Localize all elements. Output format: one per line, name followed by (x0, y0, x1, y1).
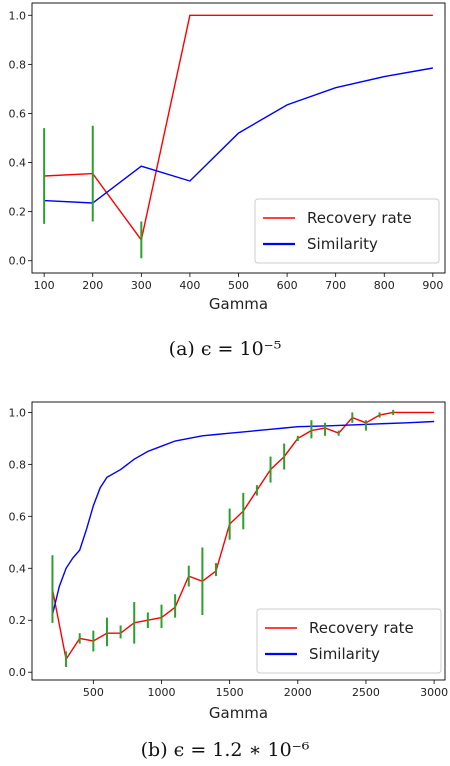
x-tick-label: 900 (422, 279, 443, 292)
x-tick-label: 400 (179, 279, 200, 292)
x-tick-label: 700 (325, 279, 346, 292)
legend-label: Recovery rate (307, 209, 412, 227)
x-tick-label: 3000 (420, 686, 448, 699)
x-axis-label: Gamma (209, 704, 268, 722)
plot-frame (31, 401, 446, 681)
y-tick-label: 0.6 (9, 107, 27, 120)
legend-label: Recovery rate (309, 619, 414, 637)
caption-b: (b) ϵ = 1.2 ∗ 10⁻⁶ (141, 739, 310, 761)
chart-panel-b: 500 1000 1500 2000 2500 3000 0.0 0.2 0.4 0.6 0.8 1.… (9, 401, 448, 722)
x-axis-label: Gamma (209, 295, 268, 313)
y-tick-label: 0.0 (9, 255, 27, 268)
x-tick-label: 1000 (147, 686, 175, 699)
x-tick-label: 200 (82, 279, 103, 292)
x-tick-label: 100 (34, 279, 55, 292)
y-tick-label: 0.4 (9, 562, 27, 575)
y-tick-label: 0.2 (9, 206, 27, 219)
y-tick-label: 1.0 (9, 406, 27, 419)
x-tick-label: 800 (374, 279, 395, 292)
x-tick-label: 300 (131, 279, 152, 292)
y-tick-label: 0.4 (9, 157, 27, 170)
y-tick-label: 0.8 (9, 58, 27, 71)
x-tick-label: 1500 (216, 686, 244, 699)
series-line-recovery-rate (44, 14, 433, 242)
x-tick-label: 500 (83, 686, 104, 699)
legend-label: Similarity (309, 645, 380, 663)
y-tick-label: 0.6 (9, 510, 27, 523)
x-tick-label: 2000 (284, 686, 312, 699)
y-tick-label: 0.0 (9, 666, 27, 679)
legend-box (256, 608, 442, 674)
chart-panel-a: 100 200 300 400 500 600 700 800 900 0.0 0.2 0.4 0.6 0… (9, 2, 446, 313)
y-tick-label: 0.2 (9, 614, 27, 627)
x-tick-label: 500 (228, 279, 249, 292)
legend-label: Similarity (307, 235, 378, 253)
caption-a: (a) ϵ = 10⁻⁵ (169, 338, 282, 360)
y-tick-label: 0.8 (9, 458, 27, 471)
x-tick-label: 600 (277, 279, 298, 292)
x-tick-label: 2500 (352, 686, 380, 699)
legend-box (254, 198, 440, 264)
y-tick-label: 1.0 (9, 9, 27, 22)
series-line-similarity (44, 67, 434, 204)
